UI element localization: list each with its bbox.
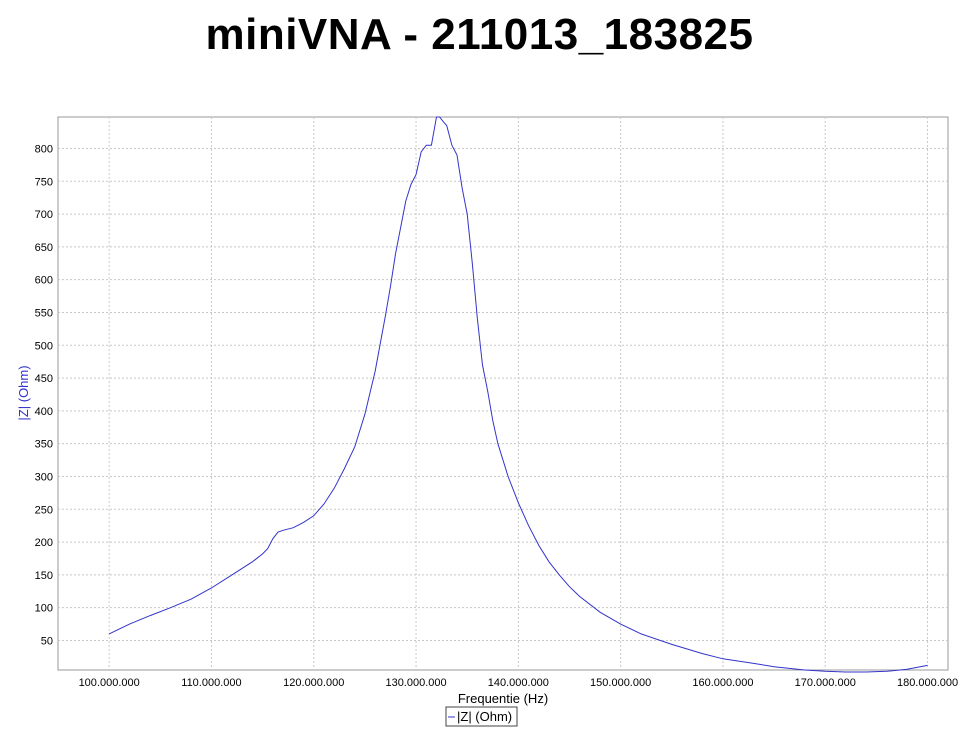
y-tick-label: 350 bbox=[35, 439, 53, 451]
y-tick-label: 800 bbox=[35, 143, 53, 155]
x-tick-label: 120.000.000 bbox=[283, 677, 344, 689]
y-tick-label: 600 bbox=[35, 275, 53, 287]
legend: |Z| (Ohm) bbox=[445, 706, 518, 727]
y-tick-label: 700 bbox=[35, 209, 53, 221]
y-tick-label: 650 bbox=[35, 242, 53, 254]
legend-box bbox=[445, 706, 518, 727]
y-tick-label: 250 bbox=[35, 504, 53, 516]
grid bbox=[58, 117, 948, 670]
x-axis-ticks: 100.000.000 110.000.000 120.000.000 130.000… bbox=[79, 677, 959, 689]
y-axis-ticks: 50 100 150 200 250 300 350 400 450 500 550 600 650 70… bbox=[35, 143, 53, 647]
x-tick-label: 180.000.000 bbox=[897, 677, 958, 689]
x-axis-title: Frequentie (Hz) bbox=[458, 691, 548, 706]
x-tick-label: 170.000.000 bbox=[795, 677, 856, 689]
y-tick-label: 50 bbox=[41, 635, 53, 647]
y-axis-title: |Z| (Ohm) bbox=[16, 365, 31, 420]
y-tick-label: 450 bbox=[35, 373, 53, 385]
x-tick-label: 150.000.000 bbox=[590, 677, 651, 689]
x-tick-label: 130.000.000 bbox=[385, 677, 446, 689]
y-tick-label: 200 bbox=[35, 537, 53, 549]
x-tick-label: 140.000.000 bbox=[488, 677, 549, 689]
y-tick-label: 300 bbox=[35, 471, 53, 483]
legend-label: |Z| (Ohm) bbox=[457, 709, 512, 724]
y-tick-label: 100 bbox=[35, 603, 53, 615]
x-tick-label: 160.000.000 bbox=[692, 677, 753, 689]
x-tick-label: 110.000.000 bbox=[181, 677, 241, 689]
plot-area bbox=[57, 116, 949, 671]
series-line bbox=[108, 116, 928, 673]
x-tick-label: 100.000.000 bbox=[79, 677, 140, 689]
chart-title: miniVNA - 211013_183825 bbox=[205, 10, 754, 59]
y-tick-label: 500 bbox=[35, 340, 53, 352]
y-tick-label: 550 bbox=[35, 307, 53, 319]
y-tick-label: 150 bbox=[35, 570, 53, 582]
y-tick-label: 750 bbox=[35, 176, 53, 188]
y-tick-label: 400 bbox=[35, 406, 53, 418]
